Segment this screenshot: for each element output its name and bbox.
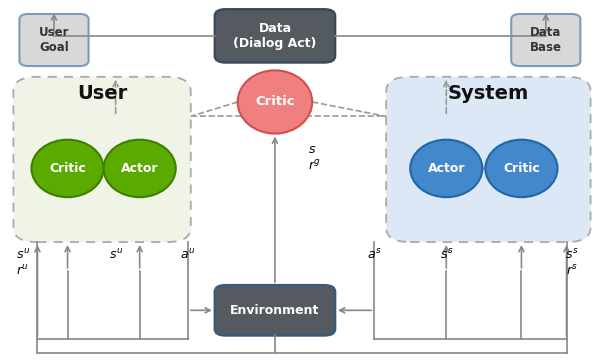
Text: Critic: Critic — [255, 96, 295, 109]
FancyBboxPatch shape — [215, 285, 335, 336]
Ellipse shape — [237, 70, 312, 134]
Text: $a^s$: $a^s$ — [367, 248, 382, 261]
Ellipse shape — [410, 140, 483, 197]
Ellipse shape — [486, 140, 557, 197]
Text: $s$
$r^g$: $s$ $r^g$ — [308, 143, 321, 172]
Text: Actor: Actor — [428, 162, 465, 175]
Text: Data
(Dialog Act): Data (Dialog Act) — [233, 22, 316, 50]
Ellipse shape — [31, 140, 104, 197]
Ellipse shape — [104, 140, 176, 197]
FancyBboxPatch shape — [13, 77, 191, 242]
FancyBboxPatch shape — [215, 9, 335, 63]
Text: $s^u$
$r^u$: $s^u$ $r^u$ — [16, 248, 31, 278]
Text: $a^u$: $a^u$ — [180, 248, 196, 261]
FancyBboxPatch shape — [511, 14, 580, 66]
Text: $s^s$: $s^s$ — [440, 248, 453, 261]
Text: Environment: Environment — [230, 304, 320, 317]
Text: Critic: Critic — [503, 162, 540, 175]
Text: Data
Base: Data Base — [530, 26, 562, 54]
Text: User: User — [77, 84, 127, 103]
Text: System: System — [448, 84, 529, 103]
Text: $s^u$: $s^u$ — [109, 248, 123, 261]
Text: User
Goal: User Goal — [39, 26, 69, 54]
FancyBboxPatch shape — [386, 77, 591, 242]
Text: Critic: Critic — [49, 162, 86, 175]
Text: Actor: Actor — [121, 162, 158, 175]
Text: $s^s$
$r^s$: $s^s$ $r^s$ — [565, 248, 579, 278]
FancyBboxPatch shape — [19, 14, 89, 66]
